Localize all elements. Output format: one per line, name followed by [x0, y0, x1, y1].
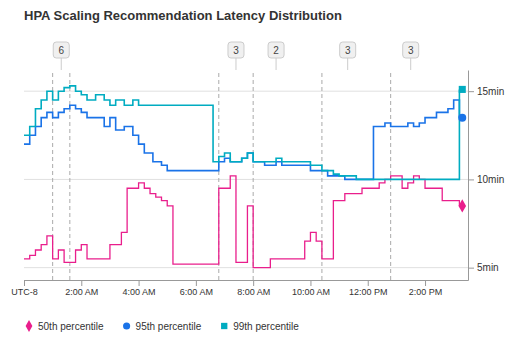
legend-symbol: [26, 320, 33, 332]
badge-label: 6: [58, 45, 64, 56]
legend-item: 99th percentile: [221, 321, 299, 332]
x-tick: 6:00 AM: [180, 280, 213, 297]
badge-connector: [61, 57, 62, 70]
grid-line: [24, 91, 468, 92]
badge-label: 3: [233, 45, 239, 56]
x-tick: 8:00 AM: [237, 280, 270, 297]
x-tick-label: 6:00 AM: [180, 287, 213, 297]
y-tick: 10min: [468, 174, 504, 185]
x-tick: 2:00 AM: [65, 280, 98, 297]
legend-symbol: [123, 322, 130, 329]
badge-connector: [235, 57, 236, 70]
badge-connector: [347, 57, 348, 70]
x-axis-line: [25, 280, 469, 281]
y-tick-label: 15min: [477, 86, 504, 97]
badge-label: 3: [408, 45, 414, 56]
badge: 2: [268, 42, 284, 70]
x-tick-mark: [24, 280, 25, 286]
end-marker: [458, 114, 466, 122]
series-line: [24, 100, 459, 179]
badge-box: [403, 42, 419, 58]
x-tick-mark: [368, 280, 369, 286]
legend-symbol: [221, 323, 227, 329]
badge-connector: [276, 57, 277, 70]
chart: HPA Scaling Recommendation Latency Distr…: [0, 0, 512, 338]
x-tick: 12:00 PM: [349, 280, 388, 297]
reference-line: [69, 70, 70, 280]
x-tick-label: 12:00 PM: [349, 287, 388, 297]
x-tick-label: 2:00 PM: [409, 287, 443, 297]
legend-label: 50th percentile: [38, 321, 104, 332]
x-tick-mark: [81, 280, 82, 286]
grid-line: [24, 267, 468, 268]
end-marker: [459, 86, 466, 93]
legend: 50th percentile 95th percentile 99th perce…: [26, 320, 300, 332]
badge: 3: [340, 42, 356, 70]
x-tick-label: UTC-8: [11, 287, 38, 297]
badge-label: 2: [273, 45, 279, 56]
badge-box: [268, 42, 284, 58]
end-marker: [458, 199, 466, 212]
annotations: 6 3 2 3 3: [53, 42, 418, 70]
y-axis-line: [468, 71, 469, 281]
x-tick: 4:00 AM: [123, 280, 156, 297]
badge-box: [340, 42, 356, 58]
y-tick: 15min: [468, 86, 504, 97]
legend-label: 95th percentile: [136, 321, 202, 332]
x-axis: UTC-8 2:00 AM 4:00 AM 6:00 AM 8:00 AM 10:00 A…: [11, 280, 468, 297]
x-tick-label: 2:00 AM: [65, 287, 98, 297]
badge-label: 3: [345, 45, 351, 56]
x-tick: 2:00 PM: [409, 280, 443, 297]
y-axis: 5min 10min 15min: [468, 71, 504, 281]
badge-box: [228, 42, 244, 58]
legend-label: 99th percentile: [233, 321, 299, 332]
badge-box: [53, 42, 69, 58]
legend-item: 95th percentile: [123, 321, 202, 332]
y-tick-mark: [468, 268, 474, 269]
x-tick-mark: [253, 280, 254, 286]
badge: 6: [53, 42, 69, 70]
y-tick-mark: [468, 179, 474, 180]
badge: 3: [403, 42, 419, 70]
legend-item: 50th percentile: [26, 320, 104, 332]
y-tick: 5min: [468, 262, 499, 273]
x-tick-mark: [310, 280, 311, 286]
badge: 3: [228, 42, 244, 70]
x-tick-mark: [425, 280, 426, 286]
badge-connector: [410, 57, 411, 70]
x-tick-label: 4:00 AM: [123, 287, 156, 297]
x-tick-mark: [139, 280, 140, 286]
x-tick-mark: [196, 280, 197, 286]
y-tick-label: 10min: [477, 174, 504, 185]
title: HPA Scaling Recommendation Latency Distr…: [24, 8, 342, 23]
x-tick: UTC-8: [11, 280, 38, 297]
y-tick-label: 5min: [477, 262, 499, 273]
series-line: [24, 86, 459, 180]
x-tick-label: 8:00 AM: [237, 287, 270, 297]
y-tick-mark: [468, 91, 474, 92]
plot-area: [24, 70, 466, 280]
x-tick: 10:00 AM: [292, 280, 330, 297]
series-line: [24, 176, 459, 268]
reference-line: [390, 70, 391, 280]
x-tick-label: 10:00 AM: [292, 287, 330, 297]
